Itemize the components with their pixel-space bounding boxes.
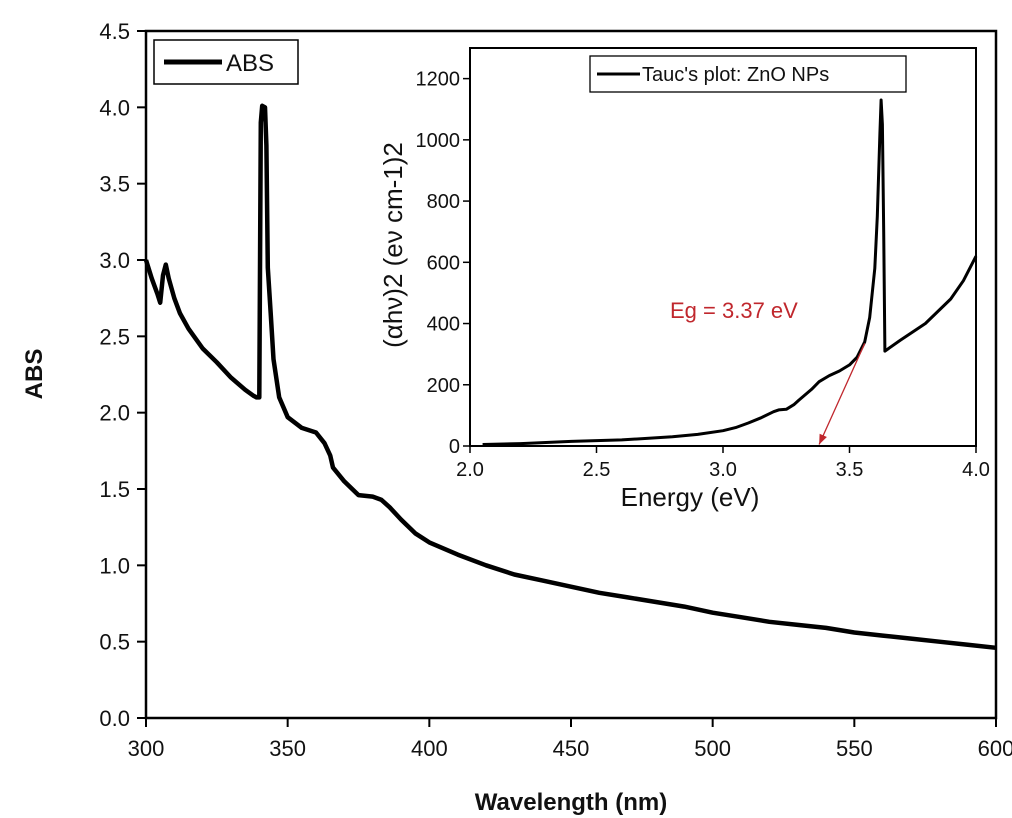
inset-legend-box — [589, 55, 907, 93]
inset-x-tick-label: 4.0 — [962, 459, 990, 481]
main-x-tick-label: 350 — [269, 736, 306, 761]
inset-x-tick-label: 2.0 — [456, 459, 484, 481]
main-y-tick-label: 2.0 — [99, 401, 130, 426]
inset-x-tick-label: 3.5 — [836, 459, 864, 481]
inset-x-tick-label: 3.0 — [709, 459, 737, 481]
main-y-tick-label: 1.5 — [99, 477, 130, 502]
inset-y-tick-label: 1200 — [416, 69, 461, 91]
main-x-axis-title: Wavelength (nm) — [475, 789, 667, 816]
main-x-tick-label: 500 — [694, 736, 731, 761]
main-y-tick-label: 0.0 — [99, 706, 130, 731]
inset-y-tick-label: 200 — [427, 375, 460, 397]
main-y-axis: 0.0 0.5 1.0 1.5 2.0 2.5 3.0 3.5 4.0 4.5 — [99, 19, 146, 731]
inset-background — [470, 48, 976, 446]
bandgap-arrow-head — [819, 433, 827, 445]
main-x-tick-label: 400 — [411, 736, 448, 761]
main-y-tick-label: 3.5 — [99, 172, 130, 197]
inset-y-tick-label: 800 — [427, 191, 460, 213]
main-y-tick-label: 4.5 — [99, 19, 130, 44]
bandgap-annotation: Eg = 3.37 eV — [670, 298, 798, 323]
inset-x-axis-title: Energy (eV) — [621, 482, 760, 512]
main-y-tick-label: 4.0 — [99, 95, 130, 120]
main-legend: ABS — [153, 39, 299, 85]
main-y-tick-label: 3.0 — [99, 248, 130, 273]
main-y-tick-label: 0.5 — [99, 630, 130, 655]
main-x-tick-label: 600 — [978, 736, 1012, 761]
main-y-tick-label: 2.5 — [99, 324, 130, 349]
main-chart: 300 350 400 450 500 550 600 0.0 0.5 1.0 1.5 2.0 2.5… — [21, 19, 1012, 816]
inset-chart: 2.0 2.5 3.0 3.5 4.0 0 200 400 600 800 1000 1200 En… — [378, 47, 990, 512]
main-x-tick-label: 300 — [128, 736, 165, 761]
abs-series-line — [143, 103, 997, 651]
inset-y-axis-title: (αhν)2 (eν cm-1)2 — [378, 142, 408, 348]
tauc-series-line — [482, 98, 978, 446]
main-x-axis: 300 350 400 450 500 550 600 — [128, 718, 1012, 761]
inset-x-tick-label: 2.5 — [583, 459, 611, 481]
main-x-tick-label: 550 — [836, 736, 873, 761]
inset-legend-label: Tauc's plot: ZnO NPs — [642, 64, 829, 86]
inset-y-tick-label: 600 — [427, 252, 460, 274]
inset-y-tick-label: 1000 — [416, 130, 461, 152]
inset-x-axis: 2.0 2.5 3.0 3.5 4.0 — [456, 446, 990, 481]
main-y-tick-label: 1.0 — [99, 553, 130, 578]
inset-y-axis: 0 200 400 600 800 1000 1200 — [416, 69, 470, 458]
inset-y-tick-label: 400 — [427, 314, 460, 336]
inset-legend: Tauc's plot: ZnO NPs — [589, 55, 907, 93]
main-y-axis-title: ABS — [21, 349, 48, 400]
inset-y-tick-label: 0 — [449, 436, 460, 458]
main-x-tick-label: 450 — [553, 736, 590, 761]
main-legend-label: ABS — [226, 50, 274, 77]
bandgap-tangent-arrow — [818, 343, 866, 445]
